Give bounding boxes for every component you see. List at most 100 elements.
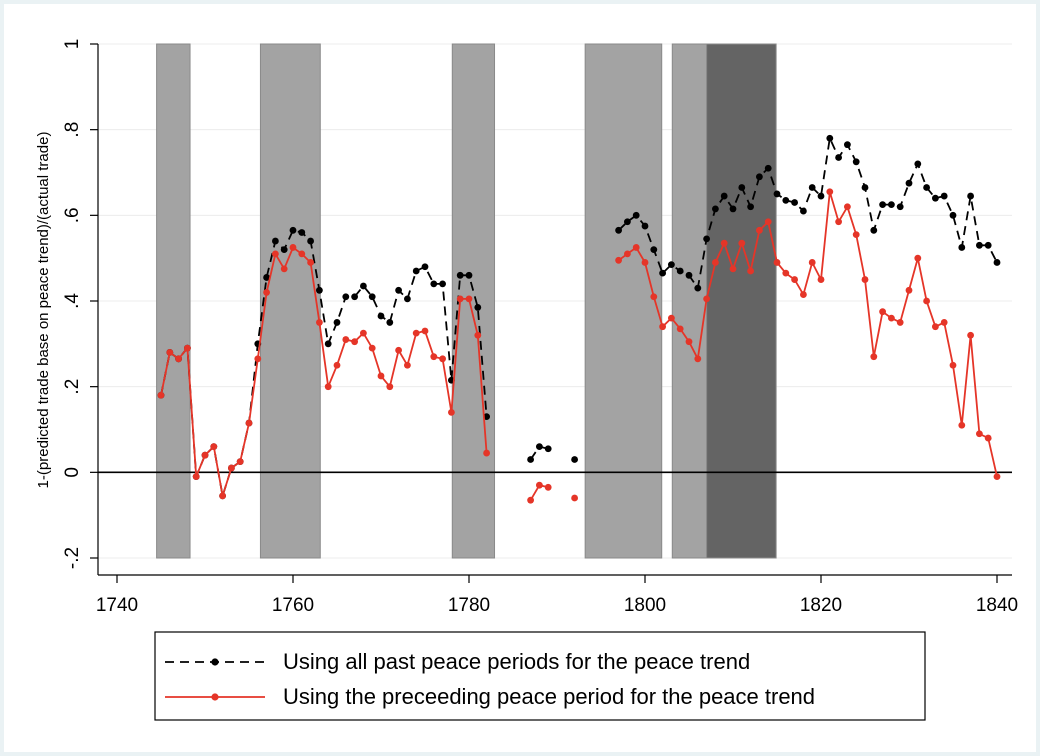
series-1-point	[298, 250, 306, 258]
series-0-point	[263, 274, 270, 281]
series-1-point	[421, 327, 429, 335]
series-1-point	[870, 353, 878, 361]
legend-key-marker	[211, 658, 219, 666]
legend: Using all past peace periods for the pea…	[154, 631, 926, 721]
series-1-point	[272, 250, 279, 258]
series-1-point	[791, 276, 798, 283]
series-1-point	[316, 319, 323, 326]
series-1-point	[615, 256, 622, 264]
series-0-point	[386, 319, 394, 326]
series-0-point	[456, 271, 464, 279]
series-0-point	[773, 190, 781, 198]
series-0-point	[342, 293, 350, 301]
series-1-point	[544, 483, 552, 491]
series-0-point	[826, 134, 834, 142]
series-0-point	[896, 203, 904, 211]
series-1-point	[738, 239, 746, 247]
series-1-point	[984, 434, 992, 442]
series-0-point	[404, 295, 411, 303]
series-1-point	[351, 338, 358, 346]
series-0-point	[641, 222, 649, 230]
series-0-point	[685, 271, 693, 279]
series-1-point	[184, 344, 191, 352]
series-1-point	[712, 259, 719, 266]
series-1-point	[632, 244, 640, 251]
series-1-point	[800, 291, 807, 298]
series-1-point	[360, 329, 367, 337]
y-tick-label: .2	[62, 379, 83, 395]
y-tick-label: .6	[62, 207, 83, 223]
series-1-point	[483, 449, 490, 457]
series-1-point	[861, 276, 869, 283]
series-1-point	[896, 319, 904, 326]
series-0-point	[738, 184, 746, 191]
series-1-point	[888, 314, 895, 322]
series-1-point	[993, 473, 1001, 481]
series-1-point	[210, 443, 218, 451]
series-1-point	[571, 494, 578, 502]
series-0-point	[307, 237, 314, 245]
x-tick-label: 1800	[624, 595, 666, 616]
series-0-point	[324, 340, 332, 348]
series-1-point	[940, 319, 948, 326]
series-0-point	[298, 229, 306, 236]
series-0-point	[368, 293, 376, 301]
series-0-point	[474, 304, 482, 311]
series-0-point	[351, 293, 358, 301]
series-0-point	[421, 263, 429, 271]
x-tick-label: 1840	[976, 595, 1018, 616]
series-0-point	[747, 203, 754, 211]
series-1-point	[914, 254, 922, 262]
series-0-point	[571, 456, 578, 463]
series-0-point	[430, 280, 438, 288]
series-0-point	[993, 259, 1001, 266]
series-1-point	[949, 361, 957, 369]
y-tick-label: 1	[62, 39, 83, 50]
series-0-point	[844, 141, 851, 149]
series-1-point	[280, 265, 288, 273]
series-1-point	[976, 430, 983, 438]
series-1-point	[676, 325, 684, 333]
y-tick-label: .8	[62, 122, 83, 138]
series-0-point	[659, 269, 666, 277]
series-0-point	[756, 173, 763, 181]
y-axis-title: 1-(predicted trade base on peace trend)/…	[35, 132, 52, 489]
series-0-point	[544, 445, 552, 453]
series-1-point	[773, 259, 781, 266]
series-1-point	[879, 308, 886, 316]
series-1-point	[694, 355, 702, 363]
series-0-point	[791, 199, 798, 206]
series-1-point	[668, 314, 675, 322]
series-1-point	[536, 481, 543, 489]
series-0-point	[272, 237, 279, 245]
series-group	[157, 134, 1001, 504]
series-1-point	[729, 265, 737, 273]
series-0-point	[650, 246, 658, 254]
series-1-point	[157, 391, 165, 399]
series-0-point	[905, 179, 913, 187]
series-1-point	[228, 464, 235, 472]
series-1-point	[967, 331, 974, 339]
shaded-period-0	[156, 43, 191, 559]
series-0-point	[932, 194, 939, 202]
series-0-point	[782, 196, 790, 204]
series-1-point	[404, 361, 411, 369]
series-1-point	[782, 269, 790, 277]
series-0-point	[360, 282, 367, 290]
series-1-point	[395, 346, 402, 354]
series-0-point	[703, 235, 710, 243]
series-0-point	[465, 271, 473, 279]
legend-key-marker	[211, 693, 219, 701]
series-1-point	[703, 295, 710, 303]
series-1-point	[386, 383, 394, 391]
y-tick-label: -.2	[62, 547, 83, 569]
series-1-point	[289, 244, 297, 251]
series-1-point	[201, 451, 209, 459]
series-1-point	[175, 355, 183, 363]
y-axis-ticks: -.2 0 .2 .4 .6 .8 1	[62, 39, 98, 569]
series-0-point	[333, 319, 341, 326]
series-1-point	[641, 259, 649, 266]
series-0-point	[914, 160, 922, 168]
series-1-point	[377, 372, 385, 380]
